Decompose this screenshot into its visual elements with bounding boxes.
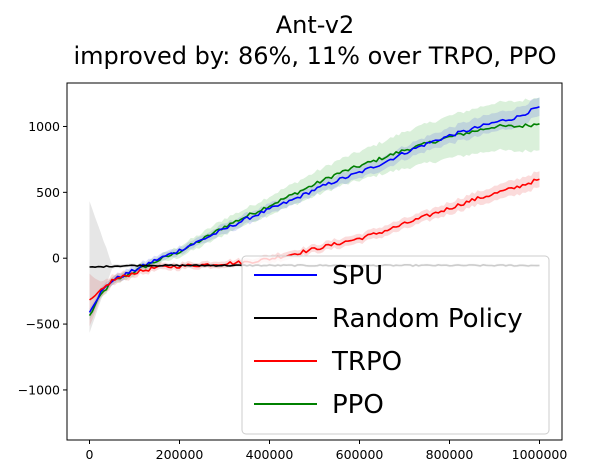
legend: SPU Random Policy TRPO PPO <box>241 255 550 435</box>
x-tick-label: 0 <box>86 447 94 462</box>
band-spu <box>89 97 540 317</box>
x-tick-label: 600000 <box>336 447 384 462</box>
band-ppo <box>89 97 540 320</box>
series-line-spu <box>88 105 540 313</box>
y-tick-label: 1000 <box>28 119 60 134</box>
x-tick-label: 200000 <box>156 447 204 462</box>
axes: 0 200000 400000 600000 800000 1000000 −1000 −50… <box>18 82 568 462</box>
legend-label: Random Policy <box>332 304 523 334</box>
y-tick-label: −500 <box>26 317 60 332</box>
legend-label: SPU <box>332 261 383 291</box>
legend-label: PPO <box>332 390 384 420</box>
plot-frame <box>66 82 563 441</box>
x-tick-label: 1000000 <box>512 447 568 462</box>
x-tick-label: 800000 <box>426 447 474 462</box>
chart-subtitle: improved by: 86%, 11% over TRPO, PPO <box>73 42 556 70</box>
chart-title: Ant-v2 <box>276 11 355 39</box>
x-tick-label: 400000 <box>246 447 294 462</box>
y-tick-label: 0 <box>52 251 60 266</box>
y-tick-label: −1000 <box>18 382 60 397</box>
legend-label: TRPO <box>331 347 402 377</box>
y-tick-label: 500 <box>36 185 60 200</box>
legend-box <box>241 255 550 435</box>
